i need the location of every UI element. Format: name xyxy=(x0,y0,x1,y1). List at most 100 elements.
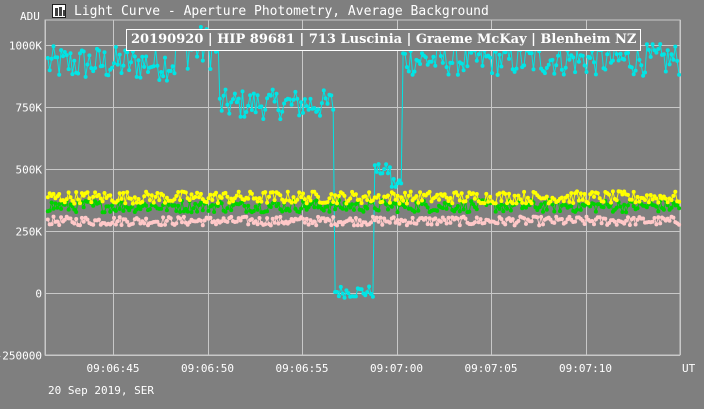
data-point xyxy=(217,96,222,101)
light-curve-app-icon[interactable] xyxy=(52,4,66,18)
data-point xyxy=(278,214,283,219)
data-point xyxy=(91,222,96,227)
data-point xyxy=(225,219,230,224)
data-point xyxy=(55,205,60,210)
data-point xyxy=(529,51,534,56)
data-point xyxy=(127,68,132,73)
data-point xyxy=(512,69,517,74)
data-point xyxy=(253,219,258,224)
data-point xyxy=(565,193,570,198)
data-point xyxy=(151,200,156,205)
data-point xyxy=(463,216,468,221)
data-point xyxy=(325,101,330,106)
data-point xyxy=(66,67,71,72)
data-point xyxy=(284,198,288,203)
data-point xyxy=(410,72,415,77)
data-point xyxy=(57,202,62,207)
data-point xyxy=(76,71,81,76)
data-point xyxy=(469,199,474,204)
data-point xyxy=(384,162,389,167)
data-point xyxy=(301,110,305,115)
data-point xyxy=(578,191,583,196)
data-point xyxy=(550,57,555,62)
data-point xyxy=(155,63,160,68)
data-point xyxy=(626,203,630,208)
data-point xyxy=(121,190,126,195)
data-point xyxy=(529,219,534,224)
data-point xyxy=(365,290,370,295)
data-point xyxy=(352,207,356,212)
data-point xyxy=(115,219,120,224)
data-point xyxy=(316,194,321,199)
series-layer xyxy=(45,25,682,300)
data-point xyxy=(299,195,304,200)
data-point xyxy=(573,70,578,75)
data-point xyxy=(189,192,194,197)
data-point xyxy=(476,220,481,225)
data-point xyxy=(229,208,234,213)
data-point xyxy=(185,209,190,214)
data-point xyxy=(626,50,630,55)
data-point xyxy=(510,217,515,222)
data-point xyxy=(665,200,670,205)
data-point xyxy=(425,205,430,210)
data-point xyxy=(380,222,385,227)
data-point xyxy=(96,48,101,53)
data-point xyxy=(495,73,500,77)
data-point xyxy=(618,51,623,56)
data-point xyxy=(202,218,207,223)
data-point xyxy=(89,200,94,205)
data-point xyxy=(210,203,215,207)
data-point xyxy=(178,216,183,221)
data-point xyxy=(671,57,676,62)
data-point xyxy=(624,210,629,215)
data-point xyxy=(573,219,578,224)
data-point xyxy=(671,215,676,220)
data-point xyxy=(62,50,67,54)
data-point xyxy=(161,74,166,79)
data-point xyxy=(57,223,62,227)
data-point xyxy=(476,52,481,57)
data-point xyxy=(418,62,423,66)
data-point xyxy=(524,221,528,226)
data-point xyxy=(259,104,264,109)
data-point xyxy=(588,56,593,60)
data-point xyxy=(164,218,169,223)
data-point xyxy=(455,193,460,198)
data-point xyxy=(635,206,640,211)
data-point xyxy=(658,221,663,226)
data-point xyxy=(455,204,460,208)
data-point xyxy=(157,78,162,82)
data-point xyxy=(639,63,644,68)
data-point xyxy=(393,201,398,206)
data-point xyxy=(448,220,453,225)
data-point xyxy=(244,110,249,114)
data-point xyxy=(365,206,370,211)
data-point xyxy=(100,63,105,68)
data-point xyxy=(474,192,479,196)
data-point xyxy=(314,198,319,203)
data-point xyxy=(442,192,447,197)
data-point xyxy=(274,91,279,96)
data-point xyxy=(174,221,179,226)
data-point xyxy=(616,58,621,63)
y-tick-label: -250000 xyxy=(0,350,42,363)
data-point xyxy=(576,59,581,64)
data-point xyxy=(571,201,576,205)
data-point xyxy=(644,42,649,47)
data-point xyxy=(561,72,566,77)
data-point xyxy=(87,53,92,58)
data-point xyxy=(263,222,268,227)
data-point xyxy=(178,209,183,214)
data-point xyxy=(480,63,485,68)
data-point xyxy=(369,220,373,225)
data-point xyxy=(249,217,254,222)
data-point xyxy=(654,204,659,209)
data-point xyxy=(163,222,167,227)
data-point xyxy=(580,197,585,202)
data-point xyxy=(219,201,224,206)
y-axis-unit-label: ADU xyxy=(20,10,40,23)
data-point xyxy=(412,209,417,214)
data-point xyxy=(387,200,392,205)
